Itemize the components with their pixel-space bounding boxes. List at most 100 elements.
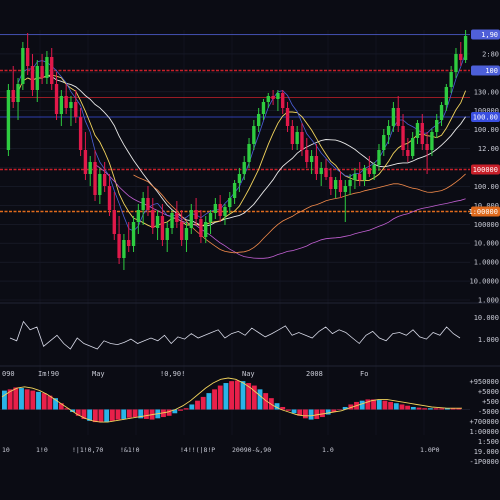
candle-body [386,126,391,135]
candle-body [6,90,11,150]
candle-body [40,66,44,78]
macd-histogram-bar [13,387,19,410]
price-tag-label: 100000 [473,166,498,174]
candle-body [401,126,405,150]
candle-body [74,102,78,117]
candle-body [232,183,237,198]
candle-body [319,168,323,174]
macd-histogram-bar [206,393,212,410]
y-tick-label: 12.00 [478,145,499,153]
candle-body [223,207,227,216]
candle-body [112,210,116,234]
macd-x-tick-label: !4!!(|8!P [180,446,215,454]
y-tick-label: 10.000 [474,240,499,248]
macd-x-tick-label: !&1!0 [120,446,140,454]
candle-body [358,174,362,180]
x-tick-label: May [92,370,105,378]
candle-body [204,222,208,237]
candle-body [300,132,304,150]
candle-body [228,198,232,207]
x-tick-label: Fo [360,370,368,378]
macd-x-tick-label: 20090-&,90 [232,446,271,454]
macd-histogram-bar [314,409,320,419]
candle-body [69,102,73,108]
macd-histogram-bar [246,383,252,410]
price-tag-badge [471,206,500,217]
candle-body [252,126,256,144]
candle-body [329,177,333,189]
macd-histogram-bar [98,409,104,423]
candle-body [362,168,367,180]
macd-panel [0,377,470,423]
price-tag-label: 1:00000 [468,208,498,216]
macd-histogram-bar [75,409,81,416]
macd-tick-label: 19.000 [474,448,499,456]
macd-histogram-bar [161,409,166,418]
candle-body [199,219,203,237]
candle-body [16,84,20,102]
macd-histogram-bar [234,380,240,410]
macd-histogram-bar [393,403,399,410]
macd-histogram-bar [183,408,189,410]
macd-histogram-bar [19,388,24,410]
macd-histogram-bar [138,409,144,419]
candle-body [425,144,429,150]
macd-histogram-bar [427,408,433,410]
y-tick-label: 1.0000 [474,259,499,267]
macd-histogram-bar [212,389,218,410]
candle-body [435,120,439,132]
macd-histogram-bar [87,409,93,421]
candle-body [175,213,179,222]
macd-histogram-bar [104,409,110,423]
y-tick-label: 100000 [474,221,499,229]
macd-histogram-bar [382,400,388,410]
macd-histogram-bar [320,409,325,418]
candle-body [21,48,25,84]
candle-body [131,222,136,246]
macd-histogram-bar [200,396,206,410]
price-tag-badge [471,65,500,76]
macd-histogram-bar [92,409,98,423]
macd-histogram-bar [456,408,462,410]
y-tick-label: 10.0000 [469,278,499,286]
candle-body [314,156,319,174]
oscillator-panel [9,320,461,350]
macd-x-tick-label: 1.0 [322,446,334,454]
macd-histogram-bar [337,409,342,410]
ma-blue-line [17,52,466,232]
macd-histogram-bar [47,395,53,410]
candle-body [276,93,280,99]
macd-histogram-bar [416,407,422,410]
candle-body [107,186,112,210]
ma-white-line [27,75,466,227]
candle-body [377,150,381,165]
candle-body [415,123,420,138]
candle-body [88,162,92,174]
candle-body [430,132,434,150]
candle-body [170,213,174,228]
candle-body [266,96,270,102]
y-tick-label: 10.000 [474,202,499,210]
candle-body [155,216,160,228]
horizontal-levels [0,34,470,213]
macd-x-tick-label: 1.0P0 [420,446,440,454]
macd-x-tick-label: 10 [2,446,10,454]
candle-body [290,126,295,144]
candle-body [122,240,126,258]
x-tick-label: Im!90 [38,370,59,378]
candle-body [146,198,150,210]
candle-body [165,228,169,240]
candle-body [208,213,213,222]
candle-body [194,210,198,219]
candle-body [78,117,83,150]
candle-body [367,168,372,174]
candle-body [59,96,64,114]
candle-body [459,54,463,60]
macd-histogram-bar [2,390,7,410]
candle-body [184,228,189,240]
macd-histogram-bar [422,408,428,410]
candle-body [463,36,468,60]
macd-histogram-bar [291,409,297,414]
macd-histogram-bar [410,406,416,410]
candle-body [256,114,261,126]
